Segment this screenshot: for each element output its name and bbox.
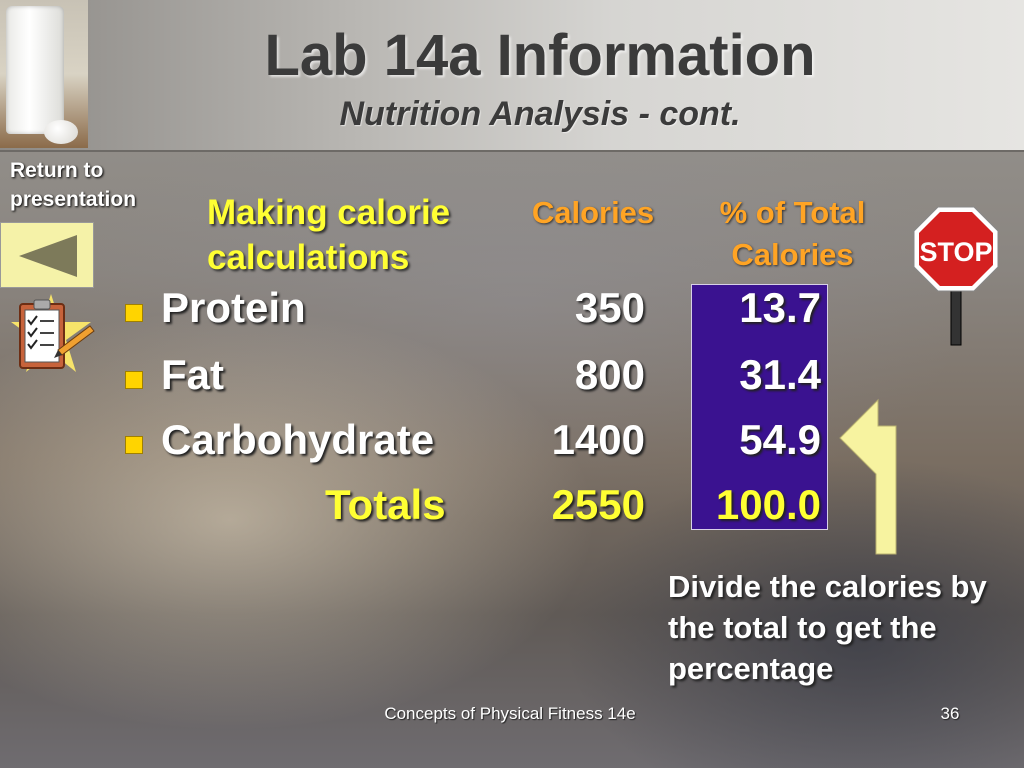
- column-header-calories: Calories: [531, 195, 655, 230]
- egg-icon: [44, 120, 78, 144]
- row-calories: 800: [574, 351, 645, 398]
- table-row: Protein 350 13.7: [125, 284, 835, 348]
- stop-sign-icon: STOP: [913, 206, 999, 346]
- back-arrow-icon: [19, 235, 77, 277]
- footer-text: Concepts of Physical Fitness 14e: [384, 704, 636, 723]
- bullet-icon: [125, 436, 143, 454]
- totals-row: Totals 2550 100.0: [125, 481, 835, 545]
- totals-label: Totals: [325, 481, 446, 528]
- row-label: Protein: [161, 284, 306, 331]
- back-button[interactable]: [0, 222, 94, 288]
- page-title: Lab 14a Information: [264, 23, 816, 88]
- up-arrow-icon: [839, 398, 897, 555]
- table-row: Carbohydrate 1400 54.9: [125, 416, 835, 480]
- row-calories: 350: [574, 284, 645, 331]
- title-bar: Lab 14a Information Nutrition Analysis -…: [0, 0, 1024, 152]
- page-subtitle: Nutrition Analysis - cont.: [339, 95, 741, 133]
- bullet-icon: [125, 371, 143, 389]
- row-percent: 31.4: [739, 351, 821, 398]
- row-label: Fat: [161, 351, 224, 398]
- milk-glass-icon: [6, 6, 64, 134]
- bullet-icon: [125, 304, 143, 322]
- row-percent: 54.9: [739, 416, 821, 463]
- clipboard-icon: [11, 294, 95, 372]
- table-row: Fat 800 31.4: [125, 351, 835, 415]
- row-label: Carbohydrate: [161, 416, 435, 463]
- column-header-percent: % of Total Calories: [719, 195, 866, 272]
- page-number: 36: [940, 704, 960, 723]
- stop-sign-text: STOP: [919, 237, 992, 267]
- row-percent: 13.7: [739, 284, 821, 331]
- return-to-presentation-link[interactable]: Return to presentation: [10, 159, 137, 211]
- milk-glass-photo: [0, 0, 88, 148]
- totals-calories: 2550: [551, 481, 645, 528]
- instruction-note: Divide the calories by the total to get …: [668, 569, 987, 686]
- section-heading: Making calorie calculations: [207, 193, 451, 277]
- totals-percent: 100.0: [715, 481, 821, 528]
- row-calories: 1400: [551, 416, 645, 463]
- percent-highlight-box: [691, 284, 828, 530]
